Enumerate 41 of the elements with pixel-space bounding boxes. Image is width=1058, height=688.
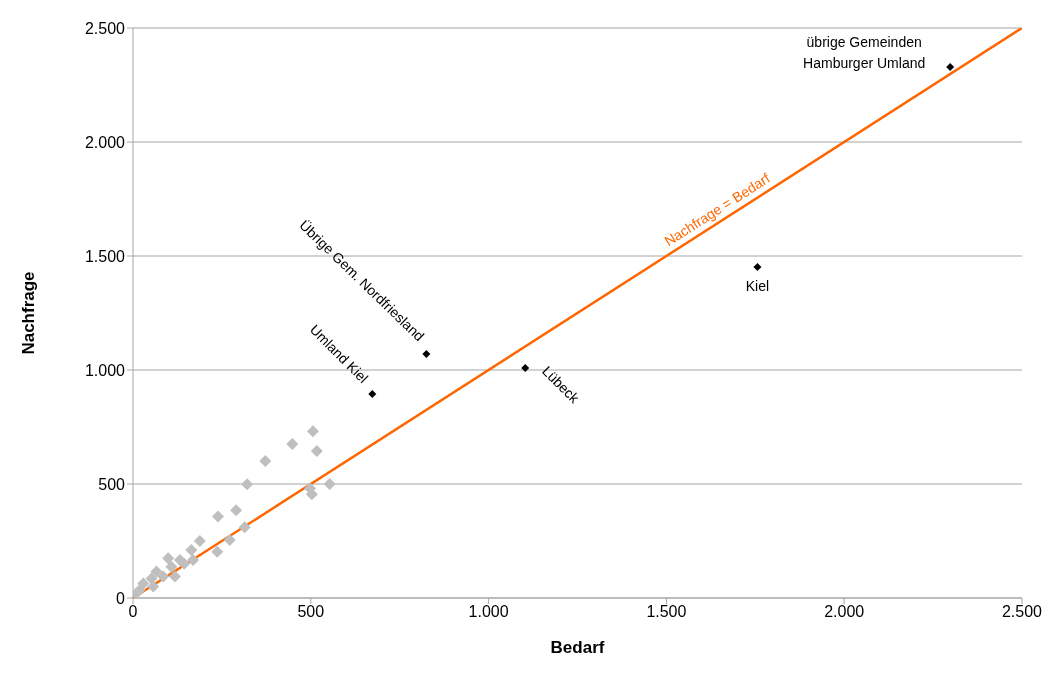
y-tick-label: 1.000 (84, 361, 126, 379)
x-tick-label: 1.500 (646, 603, 687, 621)
point (238, 521, 251, 534)
y-tick-label: 0 (116, 589, 126, 607)
x-tick-label: 2.000 (824, 603, 865, 621)
point (223, 534, 236, 547)
y-tick-label: 1.500 (84, 247, 126, 265)
x-axis-title: Bedarf (550, 638, 605, 657)
x-tick-label: 1.000 (468, 603, 509, 621)
point (147, 580, 160, 593)
point (211, 510, 224, 523)
point (521, 363, 530, 372)
annotation: Kiel (745, 277, 770, 294)
point (162, 552, 175, 565)
point (241, 478, 254, 491)
point (306, 425, 319, 438)
y-tick-label: 500 (98, 475, 126, 493)
point (157, 570, 170, 583)
point (753, 262, 762, 271)
point (422, 350, 431, 359)
point (259, 454, 272, 467)
point (165, 560, 178, 573)
y-axis-title: Nachfrage (19, 271, 39, 355)
point (286, 438, 299, 451)
point (368, 389, 377, 398)
point (145, 572, 158, 585)
annotation: übrige Gemeinden Hamburger Umland (803, 33, 926, 71)
point (230, 504, 243, 517)
x-tick-label: 2.500 (1001, 603, 1043, 621)
point (185, 543, 198, 556)
point (187, 553, 200, 566)
point (168, 570, 181, 583)
point (946, 62, 955, 71)
x-tick-label: 0 (128, 603, 138, 621)
x-tick-label: 500 (297, 603, 325, 621)
point (323, 478, 336, 490)
y-tick-label: 2.000 (84, 133, 126, 151)
point (193, 535, 206, 547)
point (211, 545, 224, 558)
point (310, 444, 323, 457)
y-tick-label: 2.500 (84, 19, 126, 37)
